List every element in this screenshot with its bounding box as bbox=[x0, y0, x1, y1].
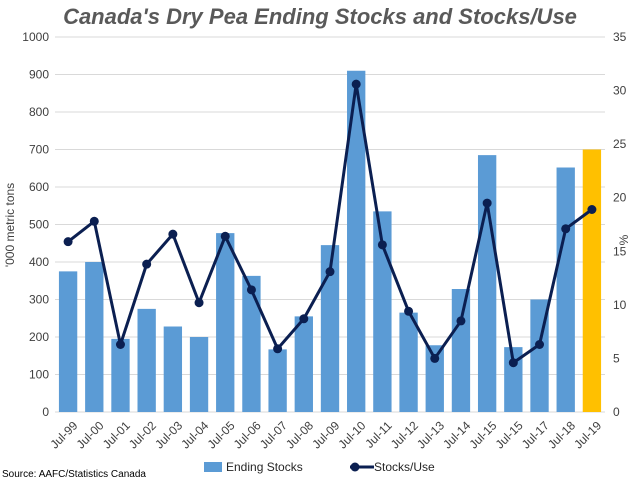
y-axis-label: '000 metric tons bbox=[3, 183, 17, 267]
legend-swatch-ending-stocks bbox=[204, 462, 222, 472]
right-tick-label: 10 bbox=[613, 298, 627, 312]
left-tick-label: 300 bbox=[29, 293, 49, 307]
right-axis: 0 5 10 15 20 25 30 35 bbox=[613, 30, 627, 419]
x-tick-label: Jul-09 bbox=[309, 418, 342, 451]
stocks-use-point bbox=[246, 285, 256, 295]
bar bbox=[189, 337, 209, 412]
left-tick-label: 500 bbox=[29, 218, 49, 232]
stocks-use-point bbox=[351, 79, 361, 89]
bar bbox=[294, 316, 313, 412]
right-tick-label: 15 bbox=[613, 244, 627, 258]
legend-marker-stocks-use bbox=[350, 462, 360, 472]
x-tick-label: Jul-01 bbox=[100, 418, 133, 451]
left-tick-label: 1000 bbox=[22, 30, 49, 44]
x-tick-label: Jul-14 bbox=[440, 418, 473, 451]
legend-label-stocks-use: Stocks/Use bbox=[374, 460, 435, 474]
left-tick-label: 0 bbox=[42, 405, 49, 419]
x-tick-label: Jul-07 bbox=[257, 418, 290, 451]
left-tick-label: 400 bbox=[29, 255, 49, 269]
x-tick-label: Jul-18 bbox=[545, 418, 578, 451]
left-axis: 0 100 200 300 400 500 600 700 800 900 1000 bbox=[22, 30, 49, 419]
bar bbox=[137, 308, 156, 412]
left-tick-label: 600 bbox=[29, 180, 49, 194]
right-tick-label: 5 bbox=[613, 351, 620, 365]
bar bbox=[320, 245, 340, 412]
bar bbox=[451, 289, 471, 412]
legend-label-ending-stocks: Ending Stocks bbox=[226, 460, 303, 474]
stocks-use-point bbox=[63, 237, 73, 247]
x-tick-label: Jul-00 bbox=[74, 418, 107, 451]
right-tick-label: 30 bbox=[613, 84, 627, 98]
stocks-use-point bbox=[587, 205, 597, 214]
x-tick-label: Jul-08 bbox=[283, 418, 316, 451]
left-tick-label: 700 bbox=[29, 143, 49, 157]
bar bbox=[216, 233, 235, 412]
stocks-use-point bbox=[325, 267, 335, 277]
bar-series bbox=[58, 70, 602, 412]
right-tick-label: 0 bbox=[613, 405, 620, 419]
stocks-use-point bbox=[377, 240, 387, 250]
stocks-use-point bbox=[430, 353, 440, 363]
legend: Ending Stocks Stocks/Use bbox=[204, 460, 435, 474]
stocks-use-point bbox=[299, 314, 309, 324]
bar bbox=[347, 70, 366, 412]
stocks-use-point bbox=[561, 224, 571, 234]
source-note: Source: AAFC/Statistics Canada bbox=[2, 469, 146, 480]
x-tick-label: Jul-03 bbox=[152, 418, 185, 451]
stocks-use-point bbox=[456, 316, 466, 326]
x-tick-label: Jul-12 bbox=[388, 418, 421, 451]
bar bbox=[111, 338, 130, 412]
x-tick-label: Jul-04 bbox=[178, 418, 211, 451]
right-tick-label: 35 bbox=[613, 30, 627, 44]
stocks-use-point bbox=[142, 259, 152, 269]
left-tick-label: 900 bbox=[29, 68, 49, 82]
x-tick-label: Jul-06 bbox=[231, 418, 264, 451]
x-axis: Jul-99Jul-00Jul-01Jul-02Jul-03Jul-04Jul-… bbox=[47, 418, 604, 451]
left-tick-label: 200 bbox=[29, 330, 49, 344]
bar bbox=[268, 349, 287, 412]
x-tick-label: Jul-11 bbox=[362, 418, 395, 451]
stocks-use-point bbox=[404, 306, 414, 316]
x-tick-label: Jul-15 bbox=[466, 418, 499, 451]
stocks-use-point bbox=[273, 344, 283, 354]
left-tick-label: 100 bbox=[29, 368, 49, 382]
x-tick-label: Jul-15 bbox=[493, 418, 526, 451]
x-tick-label: Jul-99 bbox=[47, 418, 80, 451]
bar bbox=[242, 275, 261, 412]
x-tick-label: Jul-02 bbox=[126, 418, 159, 451]
bar bbox=[163, 326, 183, 412]
stocks-use-point bbox=[482, 198, 492, 208]
bar bbox=[477, 155, 497, 412]
right-tick-label: 25 bbox=[613, 137, 627, 151]
stocks-use-point bbox=[508, 358, 518, 368]
stocks-use-point bbox=[194, 298, 204, 308]
stocks-use-point bbox=[220, 231, 230, 241]
stocks-use-point bbox=[535, 340, 545, 349]
x-tick-label: Jul-17 bbox=[519, 418, 552, 451]
left-tick-label: 800 bbox=[29, 105, 49, 119]
bar bbox=[58, 271, 78, 412]
bar bbox=[85, 262, 104, 412]
bar bbox=[582, 149, 602, 412]
y2-axis-label: % bbox=[617, 234, 631, 245]
stocks-use-point bbox=[89, 216, 99, 226]
bar bbox=[556, 167, 575, 412]
stocks-use-point bbox=[168, 229, 178, 239]
x-tick-label: Jul-19 bbox=[571, 418, 604, 451]
x-tick-label: Jul-10 bbox=[336, 418, 369, 451]
chart-title: Canada's Dry Pea Ending Stocks and Stock… bbox=[63, 4, 577, 29]
line-series bbox=[63, 79, 597, 368]
bar bbox=[399, 312, 418, 412]
x-tick-label: Jul-13 bbox=[414, 418, 447, 451]
x-tick-label: Jul-05 bbox=[205, 418, 238, 451]
stocks-use-point bbox=[115, 340, 125, 349]
bar bbox=[373, 211, 392, 412]
bar bbox=[425, 345, 444, 412]
right-tick-label: 20 bbox=[613, 191, 627, 205]
bar bbox=[504, 347, 523, 412]
